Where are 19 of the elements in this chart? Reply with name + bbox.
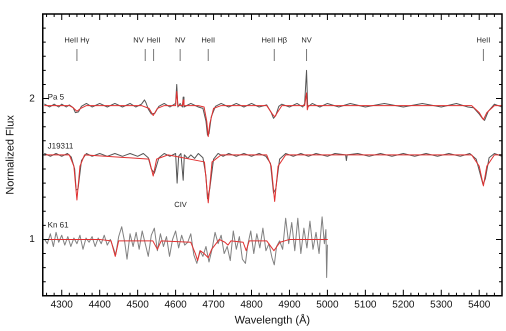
x-tick-label: 5200 <box>392 300 415 311</box>
x-axis-title: Wavelength (Å) <box>234 313 310 326</box>
y-tick-label: 1 <box>29 234 36 246</box>
x-tick-label: 4400 <box>88 300 112 311</box>
x-tick-label: 4700 <box>202 300 226 311</box>
series-label: Pa 5 <box>48 92 65 102</box>
x-tick-label: 4500 <box>126 300 150 311</box>
x-tick-label: 5300 <box>430 300 453 311</box>
y-axis-title: Normalized Flux <box>4 114 17 195</box>
x-tick-label: 4800 <box>240 300 264 311</box>
x-tick-label: 5400 <box>468 300 491 311</box>
x-tick-label: 5100 <box>354 300 377 311</box>
x-tick-label: 4900 <box>278 300 302 311</box>
series-label: J19311 <box>48 142 74 151</box>
y-tick-label: 2 <box>29 93 36 104</box>
x-tick-label: 5000 <box>316 300 339 311</box>
x-tick-label: 4300 <box>50 300 74 311</box>
x-tick-label: 4600 <box>164 300 188 311</box>
series-label: Kn 61 <box>48 220 70 230</box>
